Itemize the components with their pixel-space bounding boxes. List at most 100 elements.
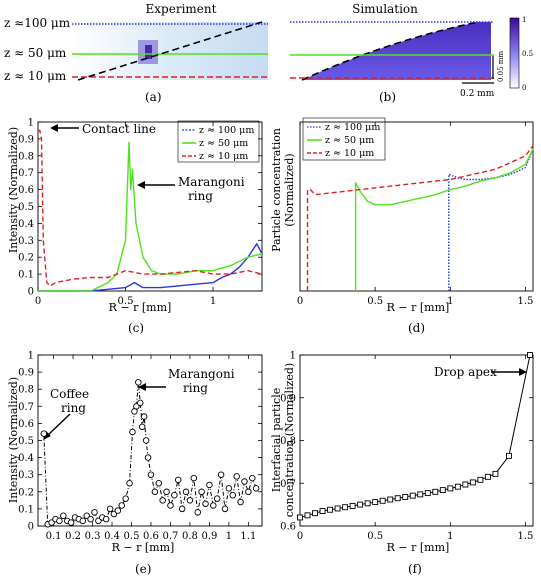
chart-c-ytick-label: 0.8 bbox=[18, 151, 34, 162]
chart-d-ylabel-line1: Particle concentration bbox=[270, 128, 283, 252]
legend-c-box bbox=[177, 120, 260, 163]
chart-e-xtick-label: 1.1 bbox=[240, 531, 256, 542]
chart-c-ytick-label: 0.1 bbox=[18, 270, 34, 281]
chart-e-ytick-label: 0.3 bbox=[18, 470, 34, 481]
chart-e-point bbox=[159, 497, 166, 504]
chart-e-xtick-label: 0.7 bbox=[162, 531, 178, 542]
chart-f-ytick-label: 0.7 bbox=[280, 479, 296, 490]
chart-c-ytick-label: 1 bbox=[28, 118, 34, 129]
chart-c-xtick-label: 1 bbox=[210, 296, 216, 307]
chart-d: Particle concentration (Normalized) R − … bbox=[270, 117, 534, 335]
chart-e-point bbox=[190, 474, 198, 482]
chart-e-annotation-coffee-1: Coffee bbox=[50, 387, 89, 401]
chart-f-point bbox=[357, 501, 364, 508]
chart-e-annotation-marangoni-1: Marangoni bbox=[168, 367, 235, 381]
chart-e-point bbox=[174, 476, 182, 484]
chart-e-point bbox=[140, 413, 148, 420]
chart-e-point bbox=[137, 399, 144, 407]
chart-c-ytick-label: 0.2 bbox=[18, 253, 34, 264]
chart-d-xtick-label: 1 bbox=[447, 296, 453, 307]
chart-e-point bbox=[138, 423, 146, 431]
chart-e-annotation-coffee-2: ring bbox=[61, 401, 86, 415]
chart-f-point bbox=[477, 476, 484, 483]
chart-e-point bbox=[142, 437, 150, 444]
chart-c-series-line-10 bbox=[38, 129, 263, 287]
panel-label-b: (b) bbox=[379, 90, 396, 104]
chart-f-annotation-drop-apex: Drop apex bbox=[434, 365, 497, 379]
chart-e-point bbox=[129, 428, 136, 436]
chart-e-point bbox=[118, 502, 126, 509]
legend-c-label-100: z ≈ 100 μm bbox=[199, 125, 254, 136]
chart-f-ytick-label: 1 bbox=[290, 351, 296, 362]
chart-e-point bbox=[135, 379, 142, 386]
chart-f-point bbox=[319, 508, 326, 514]
chart-e-ytick-label: 0.7 bbox=[18, 402, 34, 413]
panel-label-c: (c) bbox=[128, 321, 144, 335]
legend-d-label-50: z ≈ 50 μm bbox=[325, 135, 374, 146]
chart-d-xtick-label: 0.5 bbox=[367, 296, 383, 307]
legend-d: z ≈ 100 μm z ≈ 50 μm z ≈ 10 μm bbox=[302, 117, 386, 161]
chart-d-xlabel: R − r [mm] bbox=[387, 301, 450, 314]
chart-c-ytick-label: 0.6 bbox=[18, 185, 34, 196]
chart-f-xlabel: R − r [mm] bbox=[387, 541, 450, 554]
chart-e-point bbox=[202, 500, 209, 508]
experiment-image bbox=[72, 22, 268, 80]
chart-e-point bbox=[87, 515, 94, 523]
chart-e-point bbox=[60, 512, 67, 519]
chart-d-series-line-50 bbox=[354, 148, 534, 291]
scale-label-horizontal: 0.2 mm bbox=[460, 89, 495, 99]
chart-e-ylabel: Intensity (Normalized) bbox=[7, 377, 20, 503]
legend-c-label-50: z ≈ 50 μm bbox=[199, 138, 248, 149]
chart-e-point bbox=[178, 505, 186, 513]
chart-c-arrowhead-contact-line bbox=[50, 124, 58, 132]
chart-e-ytick-label: 0 bbox=[28, 522, 34, 533]
scale-label-vertical: 0.05 mm bbox=[497, 51, 505, 82]
chart-c-annotation-marangoni-2: ring bbox=[188, 189, 213, 203]
chart-e-point bbox=[163, 488, 170, 496]
chart-c-xtick-label: 0.5 bbox=[118, 296, 134, 307]
chart-f-arrowhead-drop-apex bbox=[519, 368, 527, 376]
simulation-title: Simulation bbox=[352, 2, 418, 16]
chart-d-xtick-label: 1.5 bbox=[518, 296, 534, 307]
experiment-hotspot-core bbox=[145, 45, 152, 59]
chart-f-ytick-label: 0.6 bbox=[280, 522, 296, 533]
chart-f-point bbox=[462, 481, 469, 488]
chart-f-point bbox=[297, 514, 303, 521]
chart-f-point bbox=[364, 500, 371, 507]
experiment-interface-line bbox=[77, 21, 263, 81]
chart-f-point bbox=[447, 485, 454, 492]
chart-e-point bbox=[167, 502, 174, 509]
chart-f-point bbox=[394, 495, 401, 502]
legend-d-label-10: z ≈ 10 μm bbox=[325, 148, 374, 159]
panel-label-e: (e) bbox=[135, 562, 151, 576]
chart-e-point bbox=[40, 430, 48, 437]
legend-c: z ≈ 100 μm z ≈ 50 μm z ≈ 10 μm bbox=[177, 120, 260, 163]
panel-label-d: (d) bbox=[408, 321, 425, 335]
chart-f-point bbox=[387, 496, 394, 503]
chart-f-point bbox=[469, 479, 476, 486]
chart-e-annotation-marangoni-2: ring bbox=[183, 381, 208, 395]
chart-f-point bbox=[409, 492, 416, 499]
chart-f-point bbox=[379, 497, 386, 504]
legend-d-label-100: z ≈ 100 μm bbox=[325, 122, 380, 133]
chart-e-point bbox=[245, 488, 252, 496]
chart-e-point bbox=[213, 495, 221, 502]
chart-e-point bbox=[206, 481, 213, 489]
chart-c-arrowhead-marangoni bbox=[137, 181, 145, 189]
chart-e-point bbox=[198, 488, 205, 496]
chart-f-xtick-label: 1.5 bbox=[518, 531, 534, 542]
chart-e-point bbox=[144, 454, 152, 461]
chart-e-ytick-label: 1 bbox=[28, 351, 34, 362]
chart-f-ytick-label: 0.8 bbox=[280, 436, 296, 447]
chart-f-ytick-label: 0.9 bbox=[280, 393, 296, 404]
chart-e-ytick-label: 0.5 bbox=[18, 436, 34, 447]
z-label-50: z ≈ 50 μm bbox=[4, 46, 67, 60]
chart-d-series-line-10 bbox=[306, 145, 534, 291]
chart-e-point bbox=[171, 491, 178, 499]
chart-e-point bbox=[249, 474, 256, 482]
experiment-title: Experiment bbox=[146, 2, 217, 16]
chart-c-series-line-50 bbox=[38, 141, 263, 292]
chart-f-ylabel-line2: concentration (Normalized) bbox=[283, 363, 296, 517]
chart-c-ytick-label: 0 bbox=[28, 287, 34, 298]
